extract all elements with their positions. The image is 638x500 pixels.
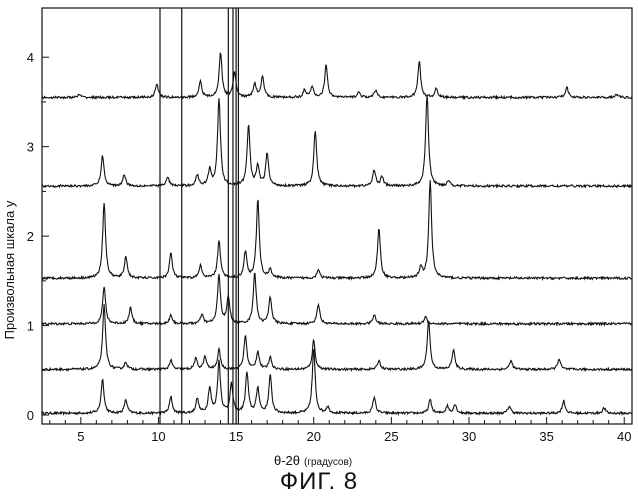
x-axis-unit: (градусов) — [304, 457, 352, 468]
x-axis: 5 10 15 20 25 30 35 40 — [50, 417, 632, 444]
x-tick-label: 40 — [617, 429, 631, 444]
x-tick-label: 25 — [384, 429, 398, 444]
series-group — [42, 53, 632, 414]
series-line-5 — [42, 53, 632, 99]
x-tick-label: 35 — [539, 429, 553, 444]
y-tick-label: 4 — [27, 50, 34, 65]
x-tick-label: 15 — [229, 429, 243, 444]
series-line-0 — [42, 350, 632, 415]
x-tick-label: 20 — [306, 429, 320, 444]
y-tick-label: 1 — [27, 319, 34, 334]
x-tick-label: 10 — [151, 429, 165, 444]
series-line-2 — [42, 273, 632, 325]
y-axis-label: Произвольная шкала y — [2, 200, 17, 339]
figure-caption: ФИГ. 8 — [0, 468, 638, 496]
series-line-1 — [42, 304, 632, 371]
x-axis-label: θ-2θ — [274, 453, 300, 468]
plot-frame — [42, 8, 632, 424]
series-line-4 — [42, 95, 632, 187]
x-tick-label: 5 — [77, 429, 84, 444]
y-tick-label: 2 — [27, 229, 34, 244]
series-line-3 — [42, 180, 632, 279]
y-axis: 0 1 2 3 4 — [27, 50, 49, 423]
x-tick-label: 30 — [462, 429, 476, 444]
y-tick-label: 3 — [27, 140, 34, 155]
y-tick-label: 0 — [27, 408, 34, 423]
